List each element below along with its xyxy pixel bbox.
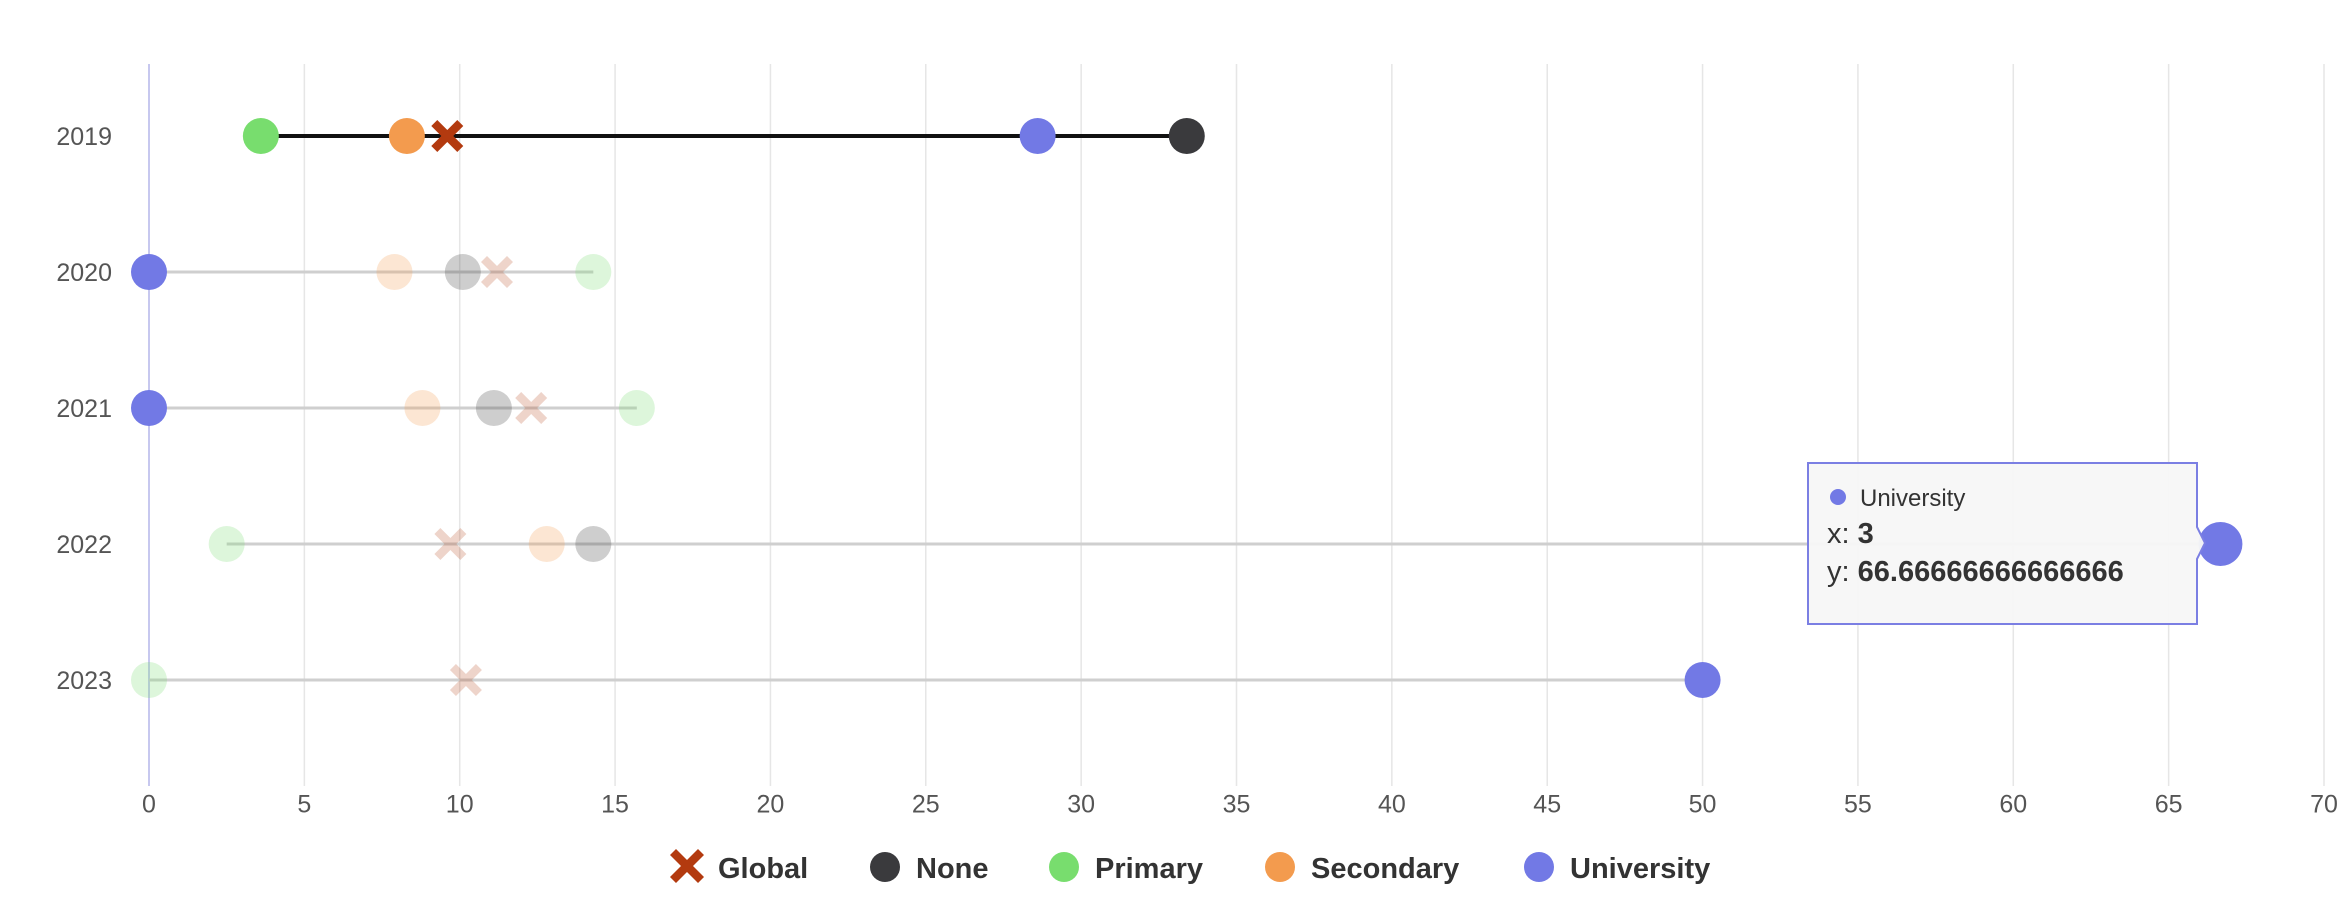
x-axis-tick-label: 20 <box>757 791 785 819</box>
marker-none-2019[interactable] <box>1168 118 1205 154</box>
y-axis-tick-label: 2023 <box>56 667 112 695</box>
x-axis-labels: 0 5 10 15 20 25 30 35 40 45 50 55 60 65 70 <box>142 791 2338 819</box>
x-axis-tick-label: 60 <box>1999 791 2027 819</box>
legend-label: University <box>1570 853 1710 885</box>
y-axis-labels: 2019 2020 2021 2022 2023 <box>56 123 112 695</box>
y-axis-tick-label: 2022 <box>56 531 112 559</box>
marker-global-2019[interactable] <box>431 120 464 152</box>
marker-primary-2021[interactable] <box>618 390 655 426</box>
x-axis-tick-label: 70 <box>2310 791 2338 819</box>
x-axis-tick-label: 15 <box>601 791 629 819</box>
legend-label: None <box>916 853 989 885</box>
tooltip-box <box>1807 462 2207 625</box>
legend-item-university[interactable]: University <box>1524 852 1710 885</box>
x-axis-tick-label: 40 <box>1378 791 1406 819</box>
marker-none-2021[interactable] <box>475 390 512 426</box>
tooltip-series-dot <box>1830 489 1846 505</box>
y-axis-tick-label: 2021 <box>56 395 112 423</box>
x-axis-tick-label: 65 <box>2155 791 2183 819</box>
legend-item-global[interactable]: Global <box>670 849 808 885</box>
marker-none-2022[interactable] <box>575 526 612 562</box>
marker-secondary-2022[interactable] <box>528 526 565 562</box>
x-axis-tick-label: 25 <box>912 791 940 819</box>
y-axis-tick-label: 2019 <box>56 123 112 151</box>
grid-lines <box>148 64 2325 786</box>
tooltip-panel: University x: 3 y: 66.66666666666666 <box>1807 462 2207 625</box>
tooltip-y-line: y: 66.66666666666666 <box>1827 556 2124 588</box>
legend-circle-icon <box>1265 852 1295 882</box>
marker-university-2023[interactable] <box>1684 662 1721 698</box>
tooltip-series-name: University <box>1860 485 1965 512</box>
tooltip: University x: 3 y: 66.66666666666666 <box>1807 462 2207 625</box>
data-markers <box>131 118 2243 698</box>
x-axis-tick-label: 45 <box>1533 791 1561 819</box>
marker-university-2020[interactable] <box>131 254 167 290</box>
x-axis-tick-label: 5 <box>297 791 311 819</box>
marker-primary-2020[interactable] <box>575 254 612 290</box>
legend: Global None Primary Secondary University <box>670 849 1710 885</box>
marker-none-2020[interactable] <box>444 254 481 290</box>
marker-university-2021[interactable] <box>131 390 167 426</box>
marker-global-2022[interactable] <box>434 528 467 560</box>
marker-primary-2022[interactable] <box>208 526 245 562</box>
marker-global-2020[interactable] <box>481 256 513 288</box>
legend-item-secondary[interactable]: Secondary <box>1265 852 1459 885</box>
marker-global-2021[interactable] <box>515 392 548 424</box>
y-axis-tick-label: 2020 <box>56 259 112 287</box>
legend-label: Primary <box>1095 853 1203 885</box>
x-axis-tick-label: 50 <box>1689 791 1717 819</box>
marker-university-2019[interactable] <box>1019 118 1056 154</box>
marker-secondary-2021[interactable] <box>404 390 441 426</box>
x-axis-tick-label: 55 <box>1844 791 1872 819</box>
legend-circle-icon <box>1049 852 1079 882</box>
marker-secondary-2020[interactable] <box>376 254 413 290</box>
marker-global-2023[interactable] <box>449 664 482 696</box>
x-axis-tick-label: 35 <box>1223 791 1251 819</box>
x-axis-tick-label: 10 <box>446 791 474 819</box>
legend-x-icon[interactable] <box>670 849 704 883</box>
tooltip-x-line: x: 3 <box>1827 518 1874 550</box>
legend-item-none[interactable]: None <box>870 852 989 885</box>
legend-label: Secondary <box>1311 853 1459 885</box>
legend-circle-icon <box>1524 852 1554 882</box>
marker-secondary-2019[interactable] <box>388 118 425 154</box>
legend-label: Global <box>718 853 808 885</box>
marker-university-2022[interactable] <box>2198 522 2243 566</box>
legend-item-primary[interactable]: Primary <box>1049 852 1203 885</box>
x-axis-tick-label: 30 <box>1067 791 1095 819</box>
marker-primary-2023[interactable] <box>131 662 167 698</box>
marker-primary-2019[interactable] <box>242 118 279 154</box>
legend-circle-icon <box>870 852 900 882</box>
x-axis-tick-label: 0 <box>142 791 156 819</box>
